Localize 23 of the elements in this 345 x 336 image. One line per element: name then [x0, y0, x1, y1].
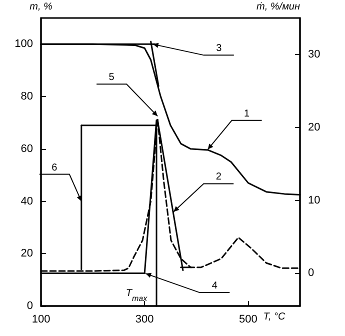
annotation: 3: [216, 43, 222, 54]
x-tick-label: 300: [135, 314, 154, 326]
y-tick-label: 40: [20, 195, 33, 208]
x-axis-title: T, °C: [263, 312, 286, 322]
annotation: T$_{max}$: [126, 288, 148, 302]
y-tick-label: 20: [20, 248, 33, 260]
annotation: 1: [244, 108, 250, 120]
annotation: 4: [212, 280, 218, 292]
y2-tick-label: 30: [308, 48, 320, 60]
x-tick-label: 100: [32, 314, 50, 326]
y2-axis-title: ṁ, %/мин: [256, 2, 300, 12]
annotation: 5: [108, 72, 115, 84]
annotation: 2: [216, 172, 222, 183]
y2-tick-label: 20: [308, 121, 320, 134]
y-tick-label: 100: [14, 38, 33, 50]
annotation: 6: [52, 162, 58, 174]
y-tick-label: 0: [26, 300, 33, 312]
y2-tick-label: 0: [308, 267, 314, 280]
x-tick-label: 500: [239, 314, 258, 326]
y-tick-label: 60: [20, 142, 33, 155]
y-axis-title: m, %: [30, 2, 52, 12]
y2-tick-label: 10: [308, 194, 320, 206]
y-tick-label: 80: [20, 90, 33, 103]
